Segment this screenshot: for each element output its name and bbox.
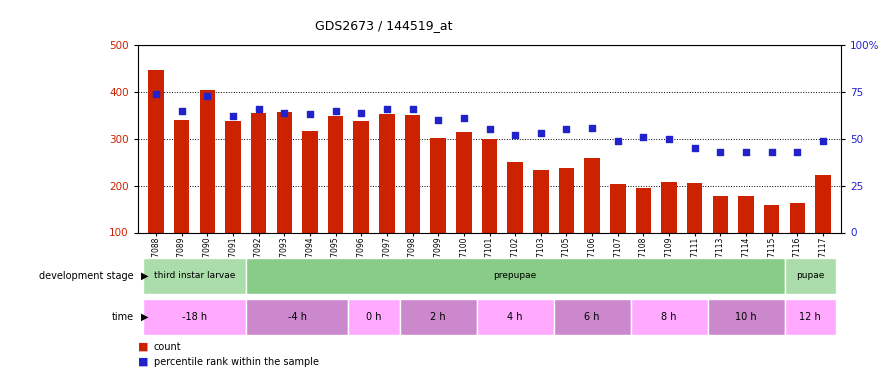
Point <box>328 108 343 114</box>
Point <box>380 106 394 112</box>
Text: ▶: ▶ <box>141 271 148 280</box>
Bar <box>611 184 626 232</box>
Point <box>149 91 163 97</box>
Point <box>508 132 522 138</box>
Text: 10 h: 10 h <box>735 312 756 322</box>
Point <box>457 115 471 121</box>
Bar <box>533 170 548 232</box>
Text: third instar larvae: third instar larvae <box>154 271 235 280</box>
Text: -4 h: -4 h <box>287 312 306 322</box>
Text: 6 h: 6 h <box>585 312 600 322</box>
Text: 12 h: 12 h <box>799 312 821 322</box>
Bar <box>199 90 214 232</box>
Bar <box>815 176 830 232</box>
Bar <box>559 168 574 232</box>
Bar <box>174 120 190 232</box>
Text: 0 h: 0 h <box>367 312 382 322</box>
Point <box>174 108 189 114</box>
Bar <box>353 122 368 232</box>
Point <box>431 117 445 123</box>
Point <box>816 138 830 144</box>
Text: count: count <box>154 342 182 352</box>
Bar <box>477 299 554 335</box>
Bar <box>635 188 651 232</box>
Bar <box>225 122 240 232</box>
Bar <box>507 162 522 232</box>
Bar <box>303 131 318 232</box>
Bar <box>379 114 394 232</box>
Bar <box>708 299 785 335</box>
Bar <box>765 206 780 232</box>
Text: time: time <box>111 312 134 322</box>
Bar <box>348 299 400 335</box>
Text: 4 h: 4 h <box>507 312 523 322</box>
Point <box>636 134 651 140</box>
Bar <box>246 299 348 335</box>
Bar <box>785 299 836 335</box>
Point <box>611 138 625 144</box>
Text: 8 h: 8 h <box>661 312 677 322</box>
Bar <box>739 196 754 232</box>
Text: ▶: ▶ <box>141 312 148 322</box>
Bar <box>554 299 631 335</box>
Point <box>713 149 727 155</box>
Text: 2 h: 2 h <box>431 312 446 322</box>
Point <box>252 106 266 112</box>
Point <box>688 145 702 151</box>
Text: -18 h: -18 h <box>182 312 207 322</box>
Text: prepupae: prepupae <box>494 271 537 280</box>
Text: development stage: development stage <box>39 271 134 280</box>
Bar <box>785 258 836 294</box>
Point <box>303 111 317 117</box>
Bar <box>246 258 785 294</box>
Point <box>354 110 368 116</box>
Point <box>662 136 676 142</box>
Bar <box>400 299 477 335</box>
Text: pupae: pupae <box>796 271 824 280</box>
Text: percentile rank within the sample: percentile rank within the sample <box>154 357 319 367</box>
Bar <box>251 113 266 232</box>
Point <box>406 106 420 112</box>
Bar <box>789 203 805 232</box>
Point <box>790 149 805 155</box>
Bar <box>143 299 246 335</box>
Bar <box>481 139 498 232</box>
Point <box>534 130 548 136</box>
Point <box>200 93 214 99</box>
Bar <box>431 138 446 232</box>
Text: GDS2673 / 144519_at: GDS2673 / 144519_at <box>315 19 453 32</box>
Bar <box>277 112 292 232</box>
Bar <box>149 70 164 232</box>
Bar <box>457 132 472 232</box>
Bar <box>713 196 728 232</box>
Point <box>739 149 753 155</box>
Point <box>226 113 240 119</box>
Point <box>482 126 497 132</box>
Bar <box>585 158 600 232</box>
Text: ■: ■ <box>138 342 149 352</box>
Point <box>277 110 291 116</box>
Bar <box>328 116 344 232</box>
Bar <box>661 182 676 232</box>
Text: ■: ■ <box>138 357 149 367</box>
Point <box>585 124 599 130</box>
Bar <box>405 116 420 232</box>
Bar <box>143 258 246 294</box>
Point <box>765 149 779 155</box>
Point <box>559 126 573 132</box>
Bar <box>687 183 702 232</box>
Bar <box>631 299 708 335</box>
